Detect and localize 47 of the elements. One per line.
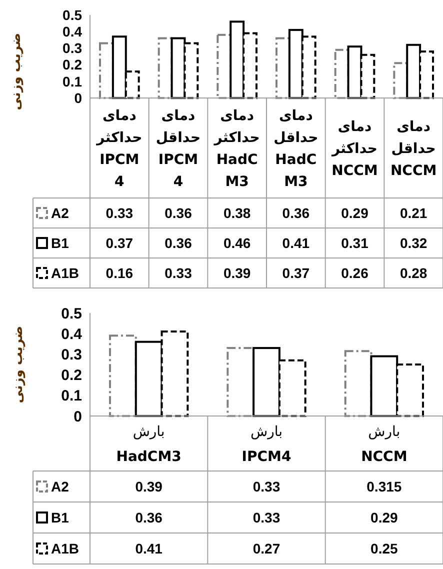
data-label: 0.41: [282, 234, 310, 251]
data-label: 0.36: [282, 204, 310, 221]
data-label: 0.33: [252, 478, 280, 494]
data-label: 0.31: [341, 234, 369, 251]
legend-label: A2: [51, 478, 70, 494]
data-label: 0.37: [106, 234, 134, 251]
data-label: 0.315: [366, 478, 402, 494]
legend-label: B1: [51, 509, 70, 526]
data-label: 0.33: [252, 509, 280, 526]
data-label: 0.26: [341, 264, 369, 281]
y-tick-label: 0.3: [62, 40, 82, 56]
data-label: 0.33: [106, 204, 134, 221]
y-tick-label: 0.5: [61, 305, 82, 322]
data-label: 0.25: [370, 540, 398, 556]
y-tick-label: 0.1: [62, 73, 82, 90]
y-tick-label: 0: [74, 90, 82, 106]
legend-label: A1B: [51, 264, 80, 281]
y-axis-title: ضریب وزنی: [9, 32, 24, 110]
data-label: 0.37: [282, 264, 310, 281]
data-label: 0.39: [135, 478, 163, 494]
data-label: 0.46: [223, 234, 251, 251]
legend-label: B1: [51, 234, 70, 251]
data-label: 0.27: [252, 540, 280, 556]
y-tick-label: 0.2: [62, 56, 82, 73]
legend-label: A2: [51, 204, 70, 221]
data-label: 0.29: [341, 204, 369, 221]
data-label: 0.28: [400, 264, 428, 281]
data-label: 0.41: [135, 540, 163, 556]
y-tick-label: 0.3: [61, 346, 82, 364]
y-tick-label: 0: [74, 408, 82, 426]
data-label: 0.32: [400, 234, 428, 251]
y-tick-label: 0.1: [61, 388, 82, 405]
data-label: 0.29: [370, 509, 398, 526]
y-tick-label: 0.2: [61, 367, 82, 384]
data-label: 0.16: [106, 264, 134, 281]
data-label: 0.21: [400, 204, 428, 221]
data-label: 0.33: [164, 264, 192, 281]
legend-label: A1B: [51, 540, 80, 556]
y-tick-label: 0.4: [62, 24, 82, 40]
y-axis-title: ضریب وزنی: [11, 326, 26, 404]
data-label: 0.36: [164, 204, 192, 221]
y-tick-label: 0.4: [61, 326, 83, 343]
data-label: 0.36: [135, 509, 163, 526]
data-label: 0.39: [223, 264, 251, 281]
data-label: 0.38: [223, 204, 251, 221]
y-tick-label: 0.5: [62, 6, 82, 23]
data-label: 0.36: [164, 234, 192, 251]
